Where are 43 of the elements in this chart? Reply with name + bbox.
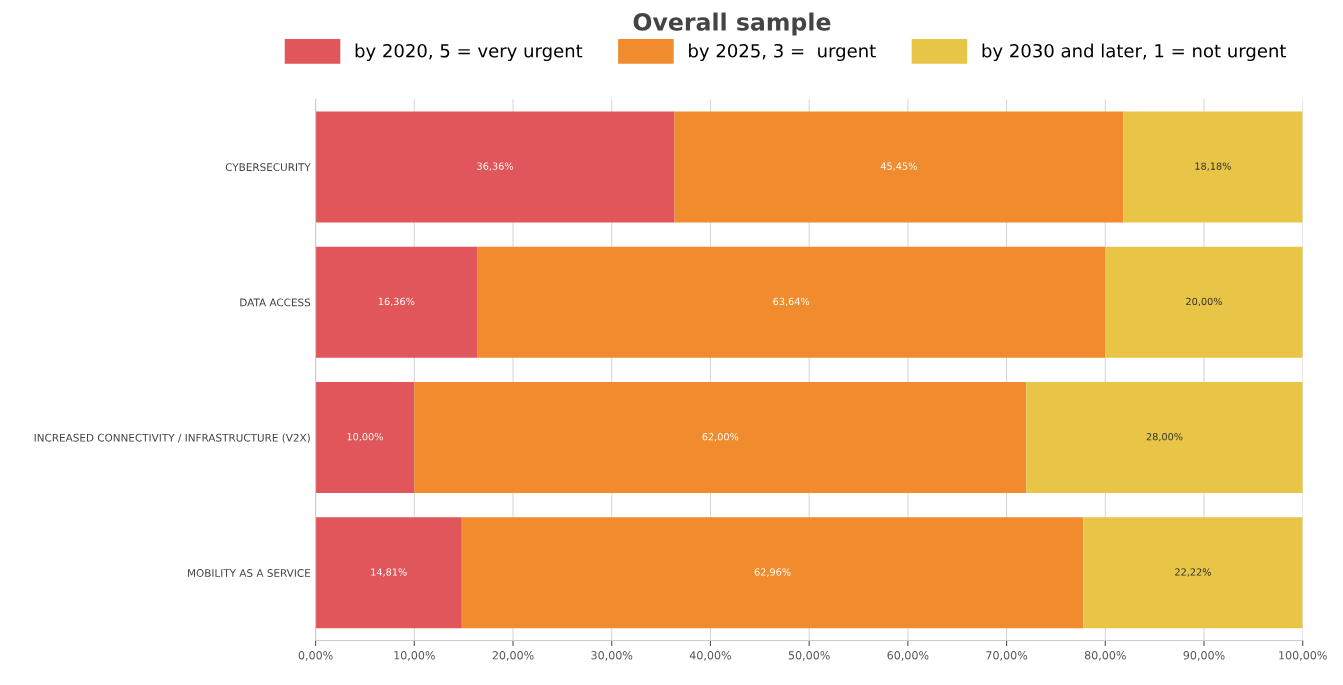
bar xyxy=(1123,111,1303,223)
data-label: 14,81% xyxy=(371,568,407,577)
y-tick-label: DATA ACCESS xyxy=(240,298,311,307)
data-label: 63,64% xyxy=(773,297,810,307)
bar xyxy=(674,111,1124,223)
bar xyxy=(1083,517,1303,629)
bar xyxy=(414,382,1027,494)
legend-label: by 2025, 3 = urgent xyxy=(689,43,876,62)
bar xyxy=(315,517,462,629)
data-label: 16,36% xyxy=(378,297,415,307)
y-tick-label: MOBILITY AS A SERVICE xyxy=(188,569,311,577)
y-tick-label: CYBERSECURITY xyxy=(225,163,311,172)
bar xyxy=(1105,246,1303,358)
data-label: 18,18% xyxy=(1195,162,1231,171)
x-tick-label: 90,00% xyxy=(1183,651,1225,661)
data-label: 62,96% xyxy=(754,568,791,577)
x-tick-label: 50,00% xyxy=(788,651,830,661)
data-label: 22,22% xyxy=(1175,568,1211,577)
x-tick-label: 0,00% xyxy=(298,651,333,661)
data-label: 10,00% xyxy=(347,433,383,442)
chart-title: Overall sample xyxy=(633,12,831,36)
legend-label: by 2030 and later, 1 = not urgent xyxy=(982,43,1287,62)
x-tick-label: 40,00% xyxy=(689,651,732,661)
x-tick-label: 30,00% xyxy=(591,651,633,661)
data-label: 62,00% xyxy=(702,433,739,442)
bar xyxy=(1026,382,1303,494)
data-label: 45,45% xyxy=(880,162,917,171)
bar xyxy=(315,382,415,494)
data-label: 28,00% xyxy=(1146,433,1183,442)
x-tick-label: 10,00% xyxy=(394,651,435,661)
bar xyxy=(315,111,675,223)
data-label: 20,00% xyxy=(1186,297,1222,307)
y-tick-label: INCREASED CONNECTIVITY / INFRASTRUCTURE (V2X) xyxy=(34,433,310,443)
x-tick-label: 100,00% xyxy=(1279,651,1327,661)
data-label: 36,36% xyxy=(477,162,514,171)
bar xyxy=(477,246,1106,358)
bar xyxy=(461,517,1084,629)
bar xyxy=(315,246,478,358)
legend-label: by 2020, 5 = very urgent xyxy=(355,43,583,62)
x-tick-label: 60,00% xyxy=(887,651,929,661)
x-tick-label: 80,00% xyxy=(1084,651,1126,661)
x-tick-label: 70,00% xyxy=(986,651,1028,661)
x-tick-label: 20,00% xyxy=(492,651,534,661)
